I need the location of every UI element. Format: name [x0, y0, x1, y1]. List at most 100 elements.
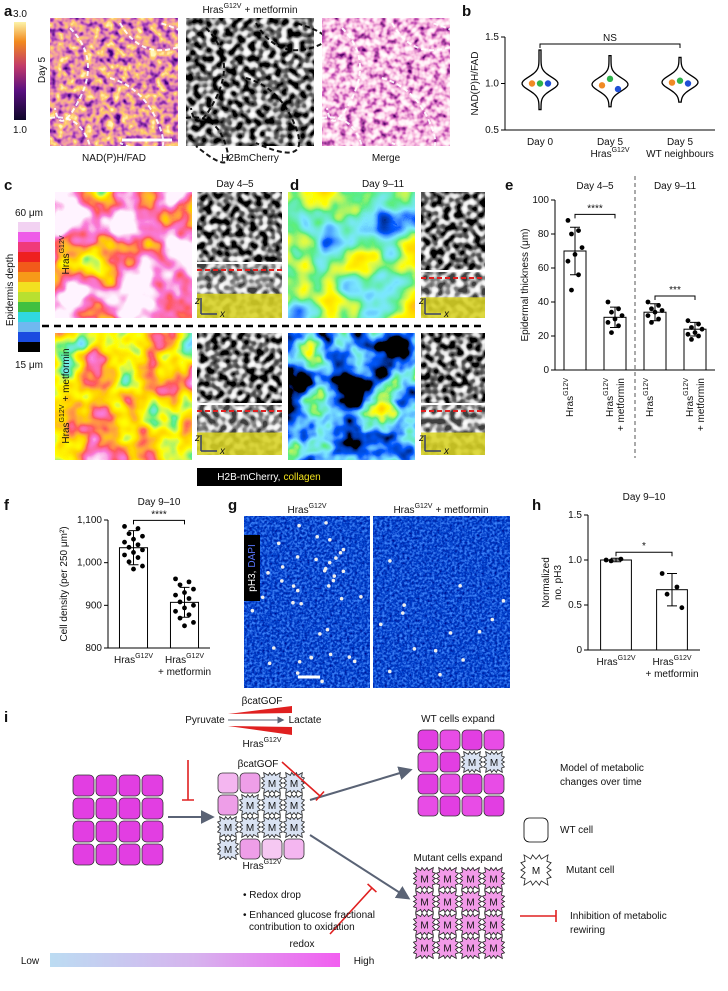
ph3-nucleus	[438, 672, 442, 677]
text-part: M	[490, 758, 498, 769]
row-label: Day 5	[37, 57, 48, 84]
text-part: Cell density (per 250 μm²)	[59, 526, 70, 641]
wt-cell	[417, 751, 439, 773]
clone-outline	[381, 77, 437, 154]
collagen-signal	[197, 432, 282, 455]
colorbar-step	[18, 262, 40, 272]
colorbar-step	[18, 302, 40, 312]
text-part: WT neighbours	[646, 149, 714, 160]
panel-title: Day 4–5	[216, 179, 254, 190]
text-part: G12V	[618, 655, 636, 662]
text-part: f	[4, 497, 10, 514]
ph3-nucleus	[309, 655, 314, 660]
data-point	[186, 612, 192, 618]
wt-cell	[483, 729, 505, 751]
ph3-nucleus	[388, 559, 392, 563]
mutant-mark: M	[489, 897, 497, 908]
axis-glyph	[424, 435, 441, 452]
text-part: Day 0	[527, 137, 554, 148]
data-point	[649, 306, 654, 312]
wt-cell	[461, 729, 483, 751]
text-part: M	[420, 874, 428, 885]
ph3-nucleus	[250, 608, 255, 613]
mutant-mark: M	[290, 801, 298, 812]
text-part: x	[443, 309, 450, 320]
ph3-nucleus	[402, 603, 406, 607]
replicate-point	[668, 79, 676, 86]
colorbar	[14, 22, 26, 120]
stain-key: pH3, DAPI	[247, 544, 258, 591]
axis-glyph	[424, 298, 441, 315]
mutant-cell	[458, 935, 483, 960]
error-bar	[690, 321, 700, 337]
wt-cell	[439, 729, 461, 751]
text-part: 1.5	[568, 510, 582, 521]
significance-bracket	[574, 213, 616, 219]
mutant-cell	[282, 815, 306, 839]
mutant-mark: M	[290, 779, 298, 790]
row-label: HrasG12V + metformin	[59, 348, 72, 443]
wt-cell	[261, 838, 283, 860]
text-part: Day 9–10	[623, 492, 666, 503]
text-part: e	[505, 177, 513, 194]
replicate-point	[606, 75, 614, 83]
text-part: h	[532, 497, 541, 514]
text-part: M	[420, 920, 428, 931]
wt-cell	[239, 838, 261, 860]
ph3-nucleus	[324, 521, 328, 525]
collagen-signal	[421, 432, 485, 455]
inhibition-symbol	[329, 883, 377, 935]
text-part: i	[4, 709, 8, 726]
mutant-cell	[482, 750, 506, 774]
mutant-cell	[481, 889, 506, 914]
error-bar	[667, 573, 677, 607]
text-part: Epidermis depth	[5, 254, 16, 326]
text-part: g	[228, 497, 237, 514]
data-point	[177, 599, 183, 605]
wt-cell	[141, 843, 164, 866]
wt-cell	[439, 751, 461, 773]
ph3-nucleus	[295, 588, 300, 593]
mutant-cell	[412, 912, 437, 937]
text-part: + metformin	[435, 505, 488, 516]
mutant-cell	[260, 815, 284, 839]
mutant-cell	[458, 912, 483, 937]
text-part: Hras	[242, 861, 263, 872]
inhibition-symbol	[182, 760, 194, 801]
clone-outline	[49, 116, 93, 164]
clone-outline	[321, 116, 365, 164]
data-point	[685, 331, 691, 337]
diagram-label: WT cells expand	[421, 714, 495, 725]
ph3-nucleus	[295, 671, 300, 675]
x-tick-label: + metformin	[158, 667, 211, 678]
text-part: Mutant cells expand	[414, 853, 503, 864]
text-part: 100	[532, 195, 549, 206]
image-label: Merge	[372, 153, 401, 164]
mutant-mark: M	[466, 943, 474, 954]
ph3-nucleus	[320, 679, 324, 684]
text-part: contribution to oxidation	[249, 922, 355, 933]
data-point	[674, 584, 680, 590]
ph3-nucleus	[334, 556, 338, 560]
text-part: M	[443, 897, 451, 908]
text-part: Hras	[287, 505, 308, 516]
x-tick-label: + metformin	[616, 378, 627, 431]
y-tick-label: 0.5	[568, 600, 582, 611]
wt-cell	[72, 774, 95, 797]
depth-map	[288, 192, 415, 318]
nuclei-image	[421, 192, 485, 270]
colorbar-title: Epidermis depth	[5, 254, 16, 326]
nuclei-image	[197, 333, 282, 403]
x-tick-label: Day 5	[667, 137, 694, 148]
mutant-mark: M	[268, 823, 276, 834]
replicate-point	[528, 80, 536, 87]
inhibition-symbol	[520, 910, 557, 922]
stain-key: H2B-mCherry, collagen	[217, 472, 320, 483]
mutant-mark: M	[290, 823, 298, 834]
mutant-mark: M	[466, 874, 474, 885]
wt-cell	[417, 773, 439, 795]
text-part: M	[268, 823, 276, 834]
micrograph	[50, 18, 178, 146]
clone-outline	[185, 116, 229, 164]
data-point	[173, 608, 178, 614]
